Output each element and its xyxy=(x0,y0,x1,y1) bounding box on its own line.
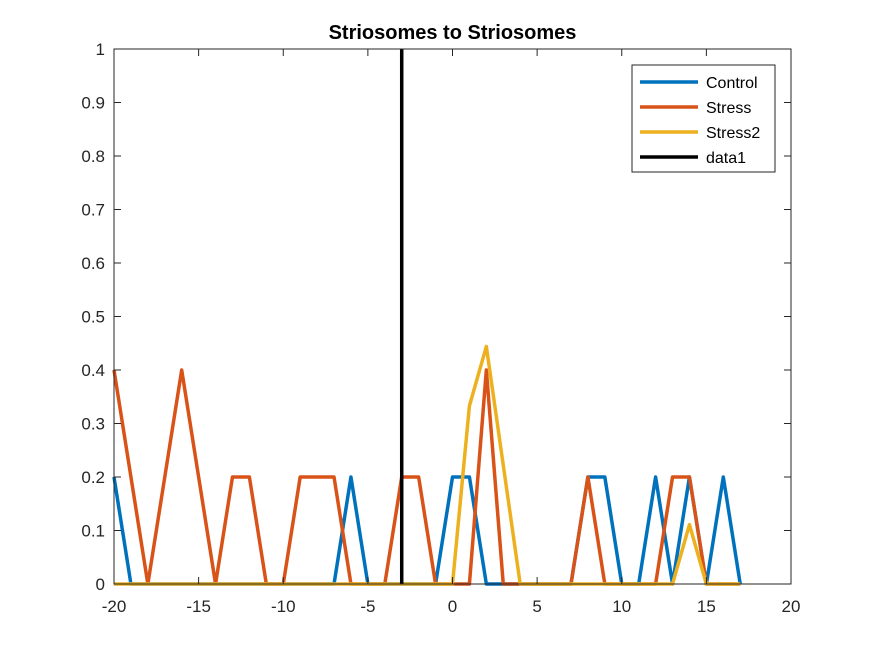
x-tick-label: 10 xyxy=(612,597,631,616)
y-tick-label: 0.6 xyxy=(81,254,105,273)
y-tick-label: 0.9 xyxy=(81,94,105,113)
legend-label-data1: data1 xyxy=(706,150,746,167)
legend-label-stress: Stress xyxy=(706,100,751,117)
legend: Control Stress Stress2 data1 xyxy=(631,64,776,173)
x-tick-label: 0 xyxy=(448,597,457,616)
x-axis: -20 -15 -10 -5 0 5 10 15 20 xyxy=(102,49,801,616)
y-tick-label: 1 xyxy=(96,40,105,59)
y-tick-label: 0.8 xyxy=(81,147,105,166)
x-tick-label: -5 xyxy=(360,597,375,616)
y-tick-label: 0 xyxy=(96,575,105,594)
y-tick-label: 0.3 xyxy=(81,415,105,434)
chart-title: Striosomes to Striosomes xyxy=(329,22,577,44)
y-tick-label: 0.5 xyxy=(81,308,105,327)
x-tick-label: -15 xyxy=(186,597,211,616)
y-tick-label: 0.7 xyxy=(81,201,105,220)
y-tick-label: 0.1 xyxy=(81,522,105,541)
x-tick-label: -10 xyxy=(271,597,296,616)
y-tick-label: 0.4 xyxy=(81,361,105,380)
legend-label-stress2: Stress2 xyxy=(706,125,760,142)
legend-label-control: Control xyxy=(706,75,758,92)
x-tick-label: 5 xyxy=(532,597,541,616)
x-tick-label: 15 xyxy=(697,597,716,616)
x-tick-label: 20 xyxy=(782,597,801,616)
x-tick-label: -20 xyxy=(102,597,127,616)
y-axis: 0 0.1 0.2 0.3 0.4 0.5 0.6 0.7 0.8 0.9 1 xyxy=(81,40,791,594)
y-tick-label: 0.2 xyxy=(81,468,105,487)
